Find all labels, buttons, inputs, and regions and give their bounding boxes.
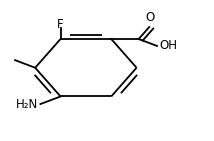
Text: F: F (57, 18, 64, 31)
Text: OH: OH (159, 39, 177, 52)
Text: O: O (145, 11, 154, 24)
Text: H₂N: H₂N (16, 98, 38, 111)
